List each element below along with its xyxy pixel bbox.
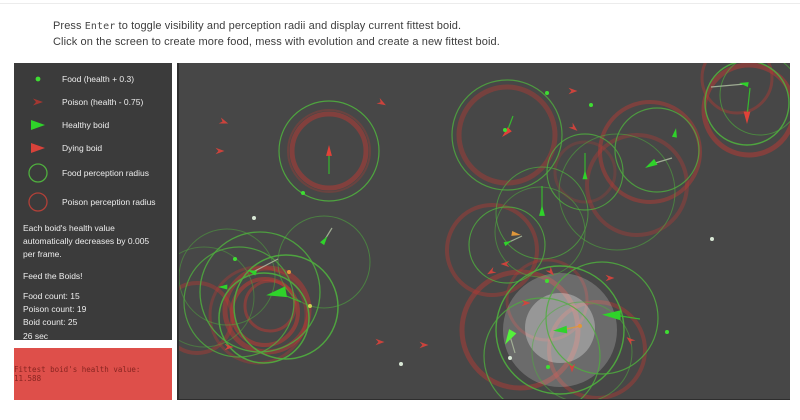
food-radius-icon <box>23 162 53 184</box>
sim-svg[interactable] <box>179 63 790 399</box>
feed-the-boids-line: Feed the Boids! <box>23 270 83 281</box>
boid-count: Boid count: 25 <box>23 317 78 328</box>
food-count: Food count: 15 <box>23 290 80 301</box>
fittest-boid-health-value: Fittest boid's health value: 11.588 <box>14 365 141 383</box>
legend-item-healthy-boid: Healthy boid <box>23 117 162 133</box>
instruction-line-1: Press Enter to toggle visibility and per… <box>53 20 461 32</box>
legend-item-dying-boid: Dying boid <box>23 140 162 156</box>
poison-arrow-icon <box>23 94 53 110</box>
top-divider <box>0 3 800 4</box>
healthy-boid-icon <box>23 118 53 132</box>
legend-panel: Food (health + 0.3) Poison (health - 0.7… <box>14 63 172 341</box>
enter-key-label: Enter <box>84 21 116 32</box>
poison-radius-icon <box>23 191 53 213</box>
instruction-1-pre: Press <box>53 20 85 32</box>
instruction-1-post: to toggle visibility and perception radi… <box>115 20 462 32</box>
instruction-line-2: Click on the screen to create more food,… <box>53 36 500 48</box>
legend-item-food-radius: Food perception radius <box>23 163 162 183</box>
elapsed-time: 26 sec <box>23 330 49 341</box>
legend-item-poison-radius: Poison perception radius <box>23 192 162 212</box>
legend-label: Food (health + 0.3) <box>62 74 135 84</box>
legend-item-food: Food (health + 0.3) <box>23 71 162 87</box>
poison-count: Poison count: 19 <box>23 303 87 314</box>
legend-label: Healthy boid <box>62 120 110 130</box>
legend-label: Poison perception radius <box>62 197 156 207</box>
health-decay-note: Each boid's health value automatically d… <box>23 223 150 260</box>
food-dot-icon <box>23 71 53 87</box>
dying-boid-icon <box>23 141 53 155</box>
legend-label: Food perception radius <box>62 168 149 178</box>
fittest-boid-banner: Fittest boid's health value: 11.588 <box>14 348 172 400</box>
simulation-canvas[interactable] <box>177 63 790 400</box>
legend-label: Poison (health - 0.75) <box>62 97 144 107</box>
stats-block: Food count: 15 Poison count: 19 Boid cou… <box>23 290 162 344</box>
legend-item-poison: Poison (health - 0.75) <box>23 94 162 110</box>
legend-label: Dying boid <box>62 143 103 153</box>
